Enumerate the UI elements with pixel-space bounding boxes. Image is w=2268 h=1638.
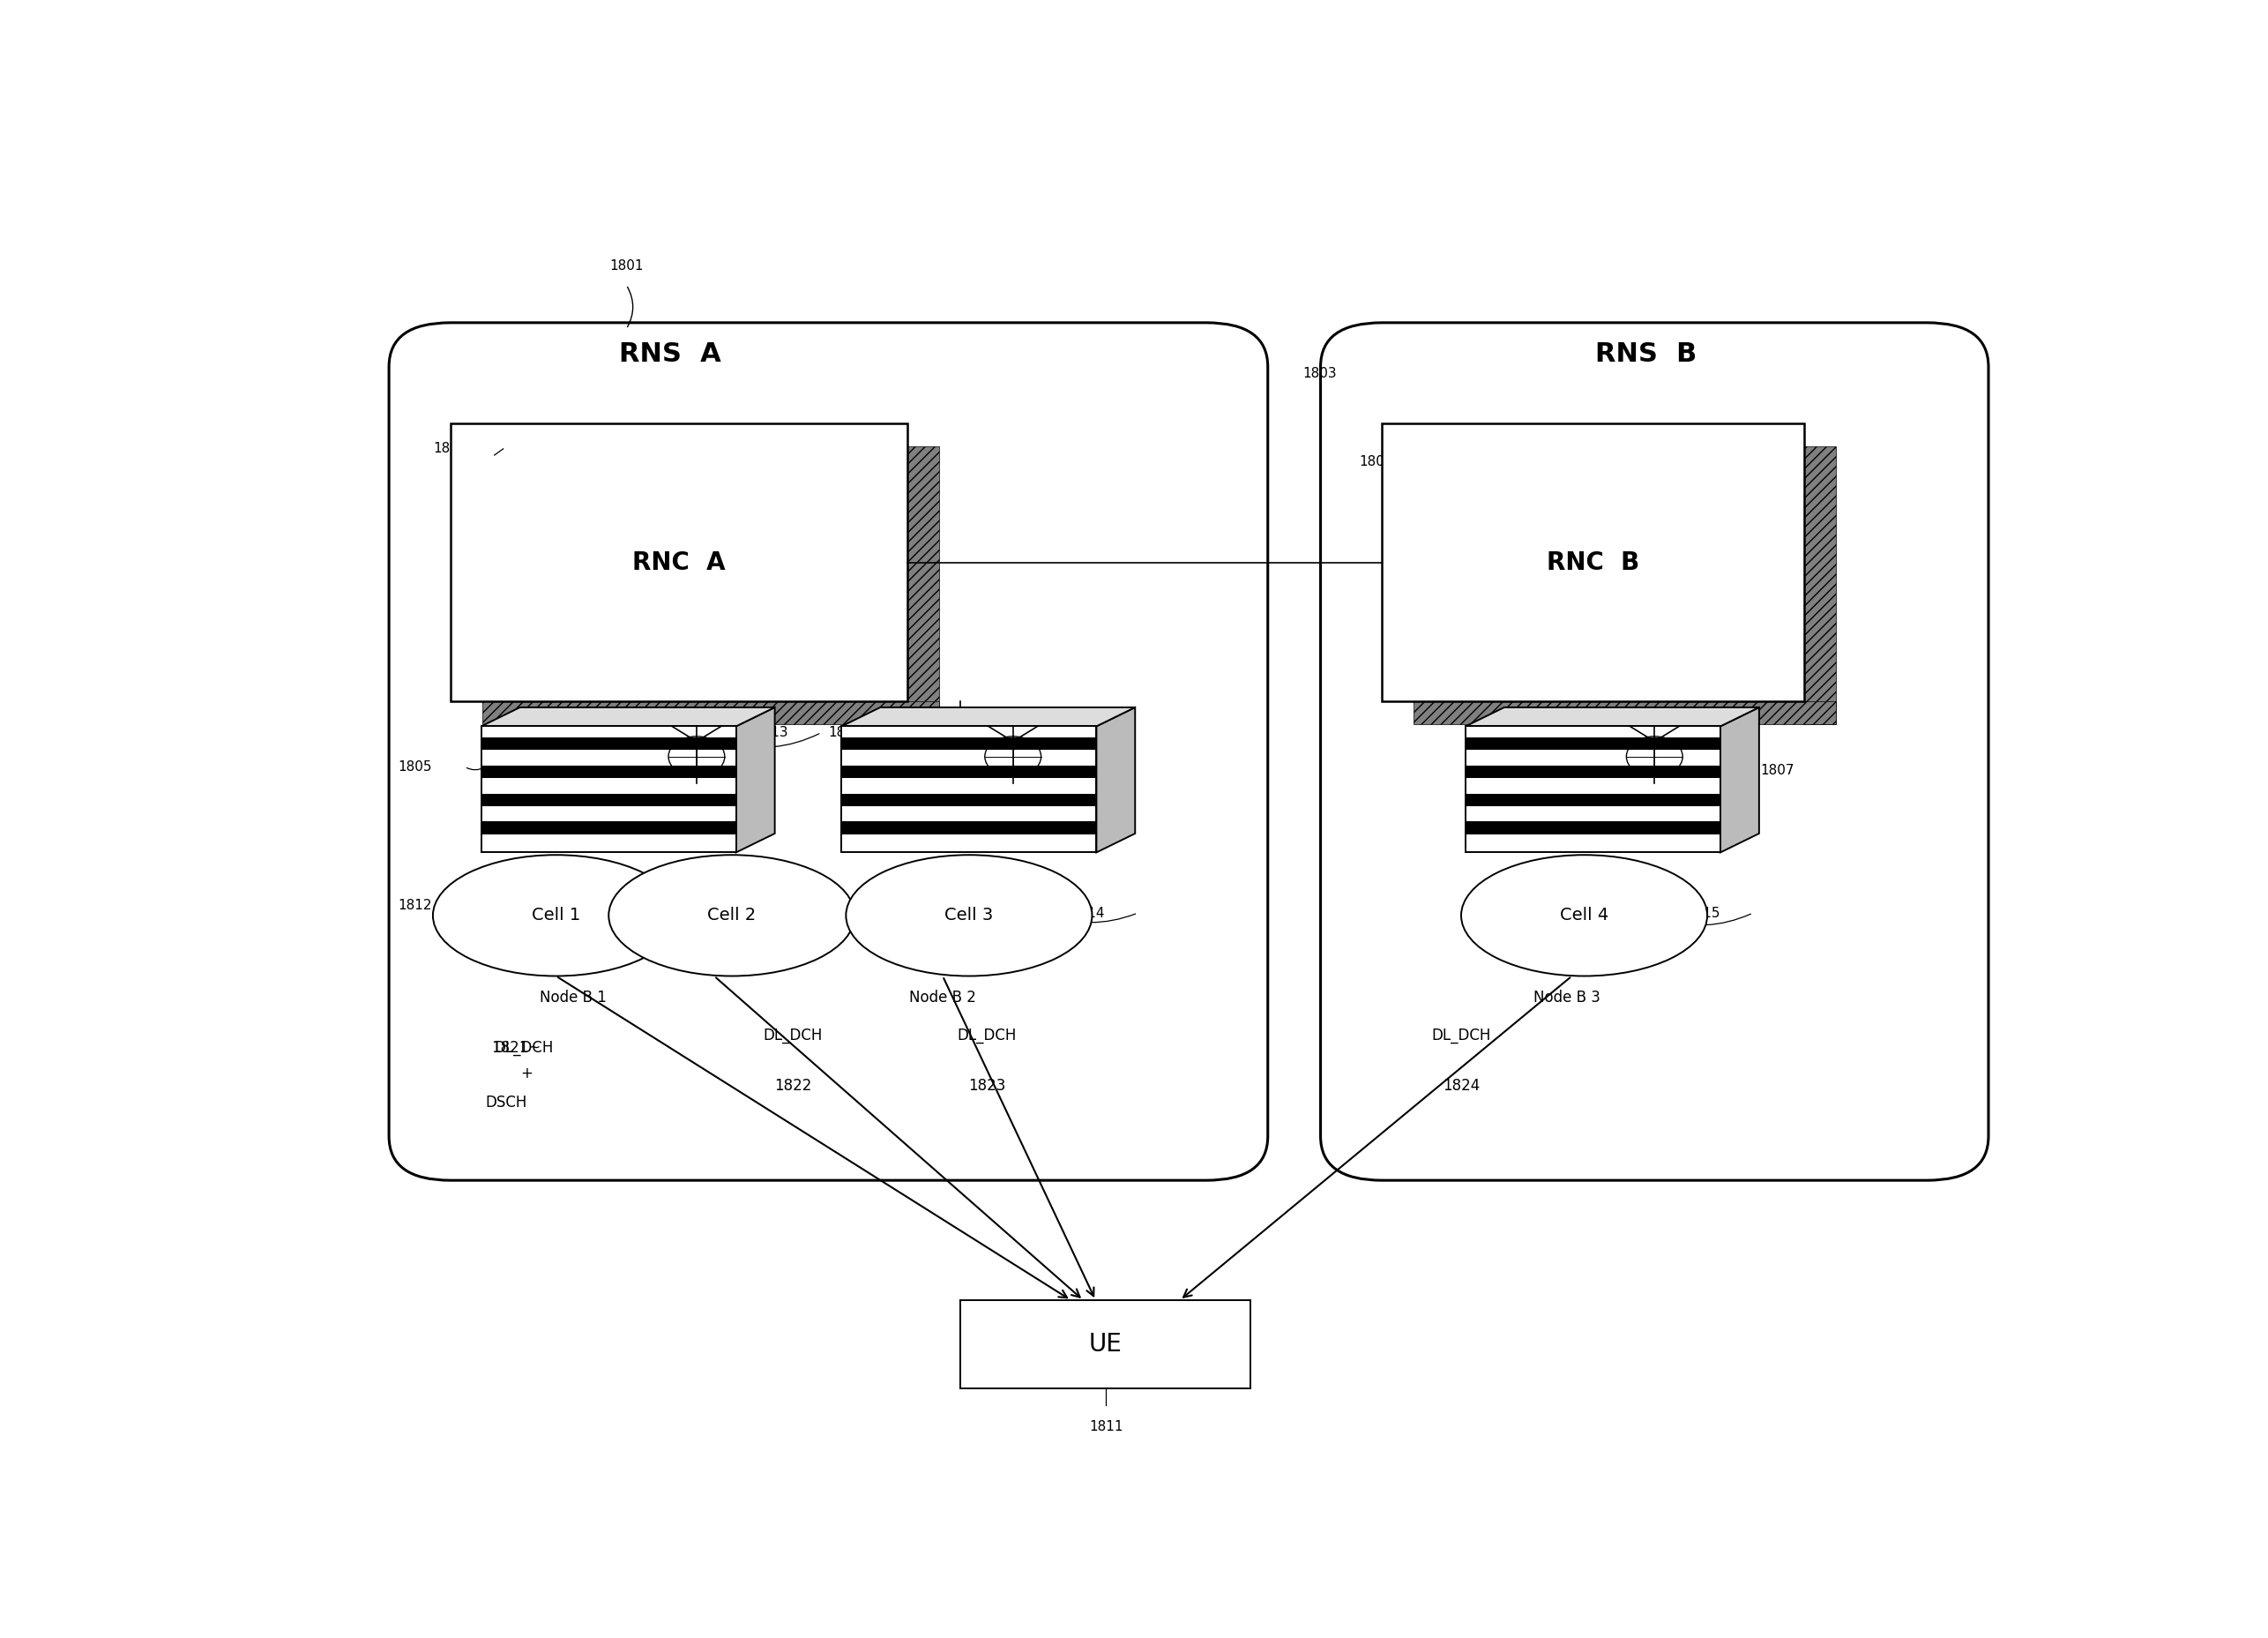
Text: 1811: 1811 <box>1089 1420 1123 1433</box>
Ellipse shape <box>846 855 1093 976</box>
Text: RNC  A: RNC A <box>633 550 726 575</box>
Polygon shape <box>1465 708 1760 726</box>
FancyBboxPatch shape <box>841 793 1095 806</box>
Text: 1824: 1824 <box>1442 1078 1479 1094</box>
FancyBboxPatch shape <box>1465 793 1721 806</box>
Text: 1823: 1823 <box>968 1078 1005 1094</box>
FancyBboxPatch shape <box>841 822 1095 834</box>
FancyBboxPatch shape <box>841 737 1095 750</box>
FancyBboxPatch shape <box>959 1301 1250 1389</box>
FancyBboxPatch shape <box>481 793 737 806</box>
Text: 1815: 1815 <box>1685 906 1719 919</box>
Text: DSCH: DSCH <box>485 1094 528 1111</box>
Ellipse shape <box>608 855 855 976</box>
FancyBboxPatch shape <box>481 726 737 852</box>
Text: RNS  B: RNS B <box>1594 341 1696 367</box>
Text: DL_DCH: DL_DCH <box>764 1027 823 1043</box>
Text: DL_DCH: DL_DCH <box>494 1040 553 1057</box>
FancyBboxPatch shape <box>481 822 737 834</box>
FancyBboxPatch shape <box>907 446 939 724</box>
FancyBboxPatch shape <box>1465 765 1721 778</box>
Text: Node B 3: Node B 3 <box>1533 989 1601 1006</box>
Text: 1814: 1814 <box>1070 906 1105 919</box>
FancyBboxPatch shape <box>451 424 907 701</box>
Polygon shape <box>841 708 1134 726</box>
FancyBboxPatch shape <box>390 323 1268 1181</box>
Text: RNS  A: RNS A <box>619 341 721 367</box>
Text: RNC  B: RNC B <box>1547 550 1640 575</box>
Text: UE: UE <box>1089 1332 1123 1356</box>
Text: 1801: 1801 <box>610 259 644 272</box>
FancyBboxPatch shape <box>1320 323 1989 1181</box>
Text: 1806: 1806 <box>828 726 862 739</box>
FancyBboxPatch shape <box>1465 737 1721 750</box>
FancyBboxPatch shape <box>1413 701 1835 724</box>
Ellipse shape <box>1461 855 1708 976</box>
Text: 1803: 1803 <box>1302 367 1338 380</box>
FancyBboxPatch shape <box>481 737 737 750</box>
Text: +: + <box>522 1065 533 1081</box>
Text: 1812: 1812 <box>397 899 431 912</box>
FancyBboxPatch shape <box>1381 424 1803 701</box>
Text: Node B 2: Node B 2 <box>909 989 975 1006</box>
Text: 1802: 1802 <box>433 442 467 455</box>
Text: Node B 1: Node B 1 <box>540 989 608 1006</box>
Polygon shape <box>1721 708 1760 852</box>
Text: 1807: 1807 <box>1760 763 1794 776</box>
Polygon shape <box>737 708 776 852</box>
Text: 1805: 1805 <box>397 760 431 773</box>
Text: 1804: 1804 <box>1359 455 1393 468</box>
FancyBboxPatch shape <box>1465 822 1721 834</box>
Text: 1822: 1822 <box>776 1078 812 1094</box>
Text: DL_DCH: DL_DCH <box>1431 1027 1490 1043</box>
Text: 1813: 1813 <box>755 726 789 739</box>
Ellipse shape <box>433 855 678 976</box>
FancyBboxPatch shape <box>841 765 1095 778</box>
FancyBboxPatch shape <box>483 701 939 724</box>
FancyBboxPatch shape <box>1465 726 1721 852</box>
FancyBboxPatch shape <box>481 765 737 778</box>
Text: Cell 3: Cell 3 <box>946 907 993 924</box>
Polygon shape <box>1095 708 1134 852</box>
Polygon shape <box>481 708 776 726</box>
FancyBboxPatch shape <box>841 726 1095 852</box>
Text: Cell 1: Cell 1 <box>531 907 581 924</box>
Text: DL_DCH: DL_DCH <box>957 1027 1016 1043</box>
Text: 1821~: 1821~ <box>490 1040 540 1057</box>
FancyBboxPatch shape <box>1803 446 1835 724</box>
Text: Cell 4: Cell 4 <box>1560 907 1608 924</box>
Text: Cell 2: Cell 2 <box>708 907 755 924</box>
